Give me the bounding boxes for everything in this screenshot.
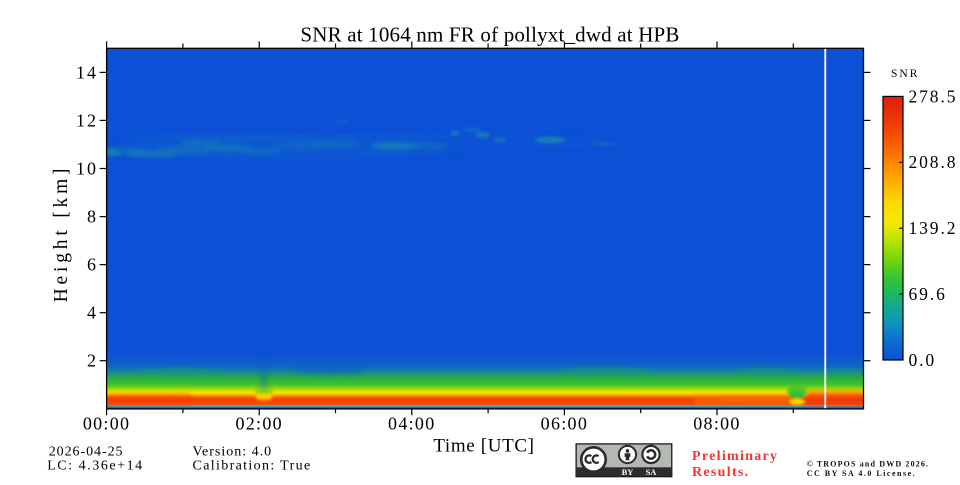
svg-text:Preliminary: Preliminary (692, 449, 778, 464)
svg-text:08:00: 08:00 (693, 414, 741, 434)
svg-text:69.6: 69.6 (909, 284, 947, 304)
svg-text:139.2: 139.2 (909, 218, 958, 238)
svg-text:SA: SA (646, 467, 658, 477)
svg-text:278.5: 278.5 (909, 86, 958, 106)
svg-text:Height [km]: Height [km] (51, 165, 72, 303)
svg-text:10: 10 (76, 159, 98, 179)
svg-text:02:00: 02:00 (235, 414, 283, 434)
svg-text:Version: 4.0: Version: 4.0 (193, 444, 273, 459)
svg-text:00:00: 00:00 (83, 414, 131, 434)
svg-text:8: 8 (87, 207, 96, 227)
svg-text:2026-04-25: 2026-04-25 (49, 444, 124, 459)
svg-text:© TROPOS and DWD 2026.: © TROPOS and DWD 2026. (807, 459, 929, 468)
svg-text:Time [UTC]: Time [UTC] (433, 436, 534, 457)
svg-text:SNR: SNR (891, 68, 919, 80)
svg-text:12: 12 (76, 110, 98, 130)
svg-text:208.8: 208.8 (909, 152, 958, 172)
svg-text:Calibration: True: Calibration: True (193, 459, 312, 474)
svg-text:2: 2 (87, 351, 96, 371)
svg-text:Results.: Results. (692, 465, 749, 480)
svg-text:06:00: 06:00 (541, 414, 589, 434)
svg-text:SNR at 1064 nm FR of pollyxt_d: SNR at 1064 nm FR of pollyxt_dwd at HPB (300, 23, 679, 47)
svg-text:6: 6 (87, 255, 96, 275)
svg-text:CC BY SA 4.0 License.: CC BY SA 4.0 License. (807, 469, 916, 478)
svg-text:14: 14 (76, 62, 98, 82)
svg-text:0.0: 0.0 (909, 350, 937, 370)
svg-text:BY: BY (622, 467, 634, 477)
svg-text:LC: 4.36e+14: LC: 4.36e+14 (47, 459, 144, 474)
svg-text:04:00: 04:00 (388, 414, 436, 434)
svg-text:4: 4 (87, 303, 96, 323)
